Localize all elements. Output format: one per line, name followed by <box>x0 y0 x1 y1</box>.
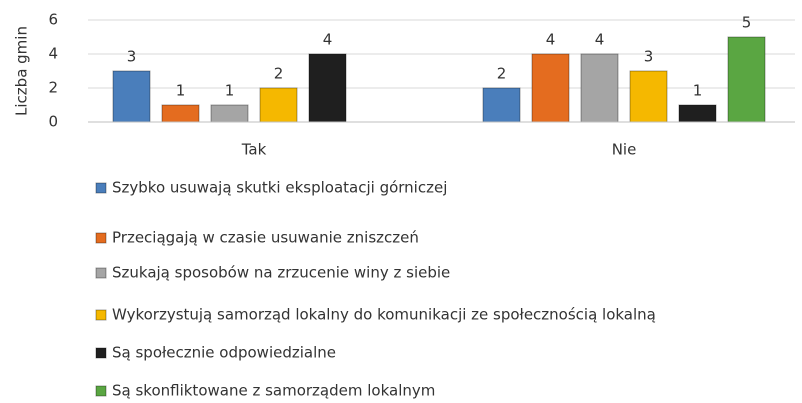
legend-swatch <box>95 347 107 359</box>
bar <box>482 87 521 123</box>
bar <box>531 53 570 123</box>
bar <box>210 104 249 123</box>
bar <box>580 53 619 123</box>
legend-label: Przeciągają w czasie usuwanie zniszczeń <box>112 229 419 247</box>
bar <box>678 104 717 123</box>
legend-label: Są społecznie odpowiedzialne <box>112 344 336 362</box>
data-label: 4 <box>546 31 556 49</box>
y-tick-label: 4 <box>48 45 58 63</box>
legend-swatch <box>95 309 107 321</box>
data-label: 5 <box>742 14 752 32</box>
data-label: 2 <box>274 65 284 83</box>
legend-swatch <box>95 267 107 279</box>
legend-label: Są skonfliktowane z samorządem lokalnym <box>112 382 435 400</box>
bar <box>259 87 298 123</box>
y-tick-label: 2 <box>48 79 58 97</box>
data-label: 1 <box>693 82 703 100</box>
legend-swatch <box>95 232 107 244</box>
y-tick-label: 6 <box>48 11 58 29</box>
bar <box>161 104 200 123</box>
data-label: 1 <box>225 82 235 100</box>
data-label: 2 <box>497 65 507 83</box>
bar <box>629 70 668 123</box>
data-label: 3 <box>127 48 137 66</box>
y-axis-label: Liczba gmin <box>13 26 31 116</box>
bar <box>112 70 151 123</box>
data-label: 3 <box>644 48 654 66</box>
legend-swatch <box>95 385 107 397</box>
legend-label: Szukają sposobów na zrzucenie winy z sie… <box>112 264 450 282</box>
legend-swatch <box>95 182 107 194</box>
data-label: 4 <box>595 31 605 49</box>
x-tick-label: Tak <box>241 141 267 159</box>
bar <box>308 53 347 123</box>
legend-label: Szybko usuwają skutki eksploatacji górni… <box>112 179 447 197</box>
y-tick-label: 0 <box>48 113 58 131</box>
data-label: 1 <box>176 82 186 100</box>
x-tick-label: Nie <box>612 141 637 159</box>
data-label: 4 <box>323 31 333 49</box>
legend-label: Wykorzystują samorząd lokalny do komunik… <box>112 306 656 324</box>
bar <box>727 36 766 123</box>
